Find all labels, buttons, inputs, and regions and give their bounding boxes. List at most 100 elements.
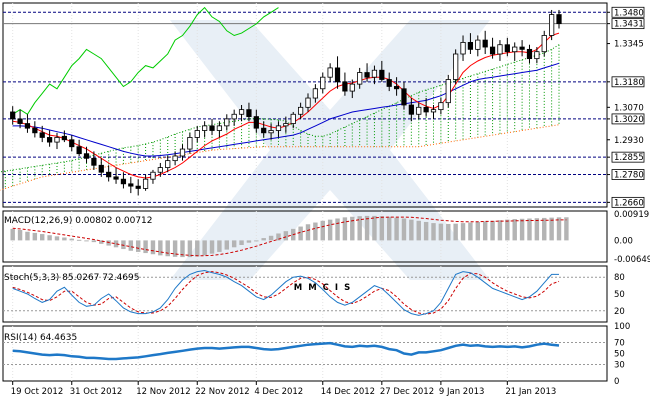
macd-bar: [54, 236, 60, 241]
candle-body: [209, 125, 215, 131]
rsi-line: [12, 341, 560, 361]
macd-label: MACD(12,26,9) 0.00802 0.00712: [4, 216, 153, 226]
macd-bar: [246, 240, 252, 243]
candle-body: [268, 130, 274, 134]
candle-body: [17, 118, 23, 124]
macd-signal-line: [12, 216, 567, 257]
price-tick-box: [611, 113, 645, 125]
macd-frame: [2, 210, 608, 263]
candle-body: [142, 178, 149, 189]
span-b-line: [0, 124, 560, 191]
candle-body: [24, 123, 31, 129]
price-tick-box: [611, 76, 645, 88]
candle-body: [83, 153, 90, 159]
macd-bar: [475, 221, 481, 241]
macd-bar: [32, 232, 38, 241]
x-tick-label: 9 Jan 2013: [439, 387, 485, 397]
candle-body: [98, 164, 104, 173]
price-tick-label: 1.3480: [614, 8, 644, 18]
candle-body: [379, 69, 385, 80]
chikou-line: [12, 6, 279, 115]
macd-bar: [47, 235, 52, 241]
candle-body: [216, 125, 223, 131]
macd-bar: [187, 240, 193, 258]
macd-bar: [158, 240, 163, 256]
stoch-tick-label: 50: [614, 290, 625, 300]
price-tick-box: [611, 196, 645, 208]
stoch-tick-label: 20: [614, 307, 625, 317]
candle-body: [489, 46, 496, 55]
candle-body: [150, 171, 156, 180]
price-tick-label: 1.2855: [614, 153, 644, 163]
stoch-tick-label: 80: [614, 273, 625, 283]
macd-bar: [298, 226, 303, 241]
macd-bar: [143, 240, 148, 254]
candle-body: [549, 14, 555, 36]
watermark: MMCIS: [170, 20, 490, 293]
candle-body: [128, 183, 134, 187]
price-tick-box: [611, 18, 645, 30]
price-tick-label: 1.3070: [614, 103, 644, 113]
rsi-tick-label: 0: [614, 377, 619, 387]
candle-body: [253, 116, 259, 129]
candle-body: [238, 109, 245, 115]
stoch-label: Stoch(5,3,3) 85.0267 72.4695: [4, 273, 139, 283]
macd-tick-label: -0.00649: [614, 255, 650, 265]
macd-bar: [512, 219, 517, 241]
macd-bar: [416, 220, 421, 241]
macd-bar: [320, 220, 325, 241]
macd-bar: [106, 240, 111, 246]
candle-body: [371, 69, 378, 78]
macd-bar: [254, 240, 259, 242]
candle-body: [460, 42, 466, 55]
candle-body: [194, 130, 200, 138]
candle-body: [305, 97, 311, 108]
macd-bar: [497, 220, 503, 241]
macd-bar: [409, 219, 414, 241]
x-tick-label: 12 Nov 2012: [136, 387, 190, 397]
candle-body: [39, 132, 45, 138]
x-tick-label: 27 Dec 2012: [380, 387, 434, 397]
macd-bar: [276, 233, 281, 241]
candle-body: [364, 72, 370, 78]
candle-body: [408, 104, 414, 115]
rsi-tick-label: 30: [614, 361, 625, 371]
macd-bar: [313, 222, 318, 241]
macd-bar: [224, 240, 230, 250]
macd-bar: [69, 238, 74, 241]
watermark-text: MMCIS: [294, 283, 356, 293]
macd-bar: [180, 240, 185, 258]
candle-body: [275, 125, 282, 131]
x-tick-label: 4 Dec 2012: [254, 387, 303, 397]
macd-bar: [239, 240, 244, 245]
price-tick-label: 1.3431: [614, 20, 644, 30]
candle-body: [231, 113, 237, 120]
candle-body: [438, 102, 444, 111]
price-tick-label: 1.3345: [614, 40, 644, 50]
candle-body: [165, 160, 171, 168]
x-tick-label: 22 Nov 2012: [195, 387, 249, 397]
candle-body: [283, 123, 289, 127]
stoch-frame: [2, 265, 608, 323]
candle-body: [76, 146, 82, 155]
candle-body: [91, 157, 97, 166]
candle-body: [504, 44, 510, 53]
macd-bar: [379, 216, 385, 241]
candle-body: [534, 51, 540, 60]
x-tick-label: 19 Oct 2012: [11, 387, 64, 397]
price-tick-label: 1.2780: [614, 171, 644, 181]
macd-bar: [165, 240, 170, 257]
x-tick-label: 31 Oct 2012: [70, 387, 123, 397]
macd-bar: [364, 215, 370, 241]
macd-bar: [431, 223, 436, 241]
macd-bar: [446, 223, 451, 241]
candle-body: [423, 106, 429, 113]
candle-body: [541, 35, 547, 53]
macd-bar: [17, 230, 23, 241]
price-tick-box: [611, 6, 645, 18]
x-tick-label: 14 Dec 2012: [321, 387, 375, 397]
candle-body: [519, 46, 525, 50]
macd-bar: [10, 228, 15, 241]
stoch-k-line: [12, 269, 559, 316]
macd-bar: [357, 216, 362, 241]
